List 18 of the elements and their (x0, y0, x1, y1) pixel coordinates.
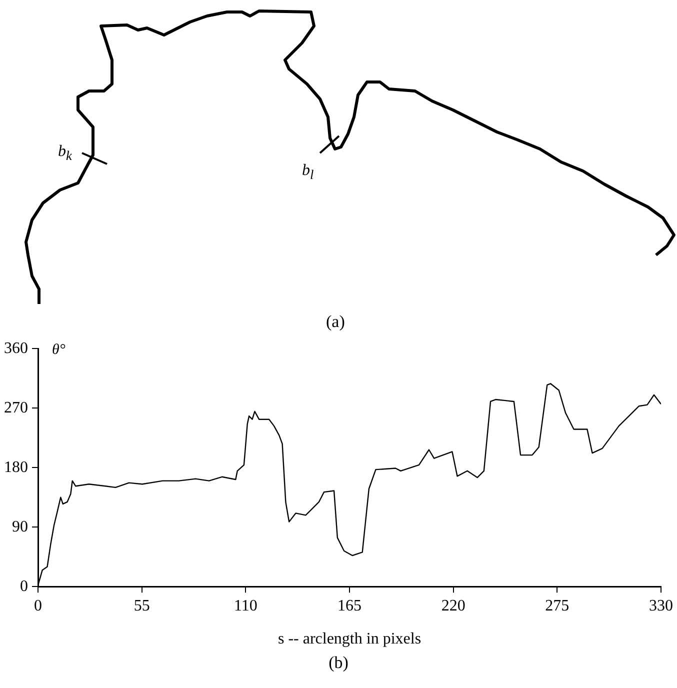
y-tick-label: 90 (12, 518, 28, 536)
y-tick-label: 0 (20, 578, 28, 595)
x-axis-title: s -- arclength in pixels (278, 630, 422, 648)
text: b$_{k}$ (58, 143, 72, 164)
x-tick-label: 55 (134, 597, 150, 614)
text: b$_{l}$ (302, 162, 314, 184)
y-tick-label: 360 (4, 340, 28, 357)
y-axis-title: θ° (52, 342, 66, 358)
x-tick-label: 0 (34, 597, 42, 614)
x-tick-label: 275 (545, 597, 570, 614)
text: (b) (328, 653, 350, 673)
text: (a) (326, 312, 345, 332)
y-tick-label: 180 (4, 458, 28, 476)
y-tick-label: 270 (4, 399, 28, 416)
x-tick-label: 110 (234, 597, 258, 614)
x-tick-label: 165 (338, 597, 362, 614)
x-tick-label: 330 (649, 597, 673, 614)
x-tick-label: 220 (441, 597, 466, 614)
